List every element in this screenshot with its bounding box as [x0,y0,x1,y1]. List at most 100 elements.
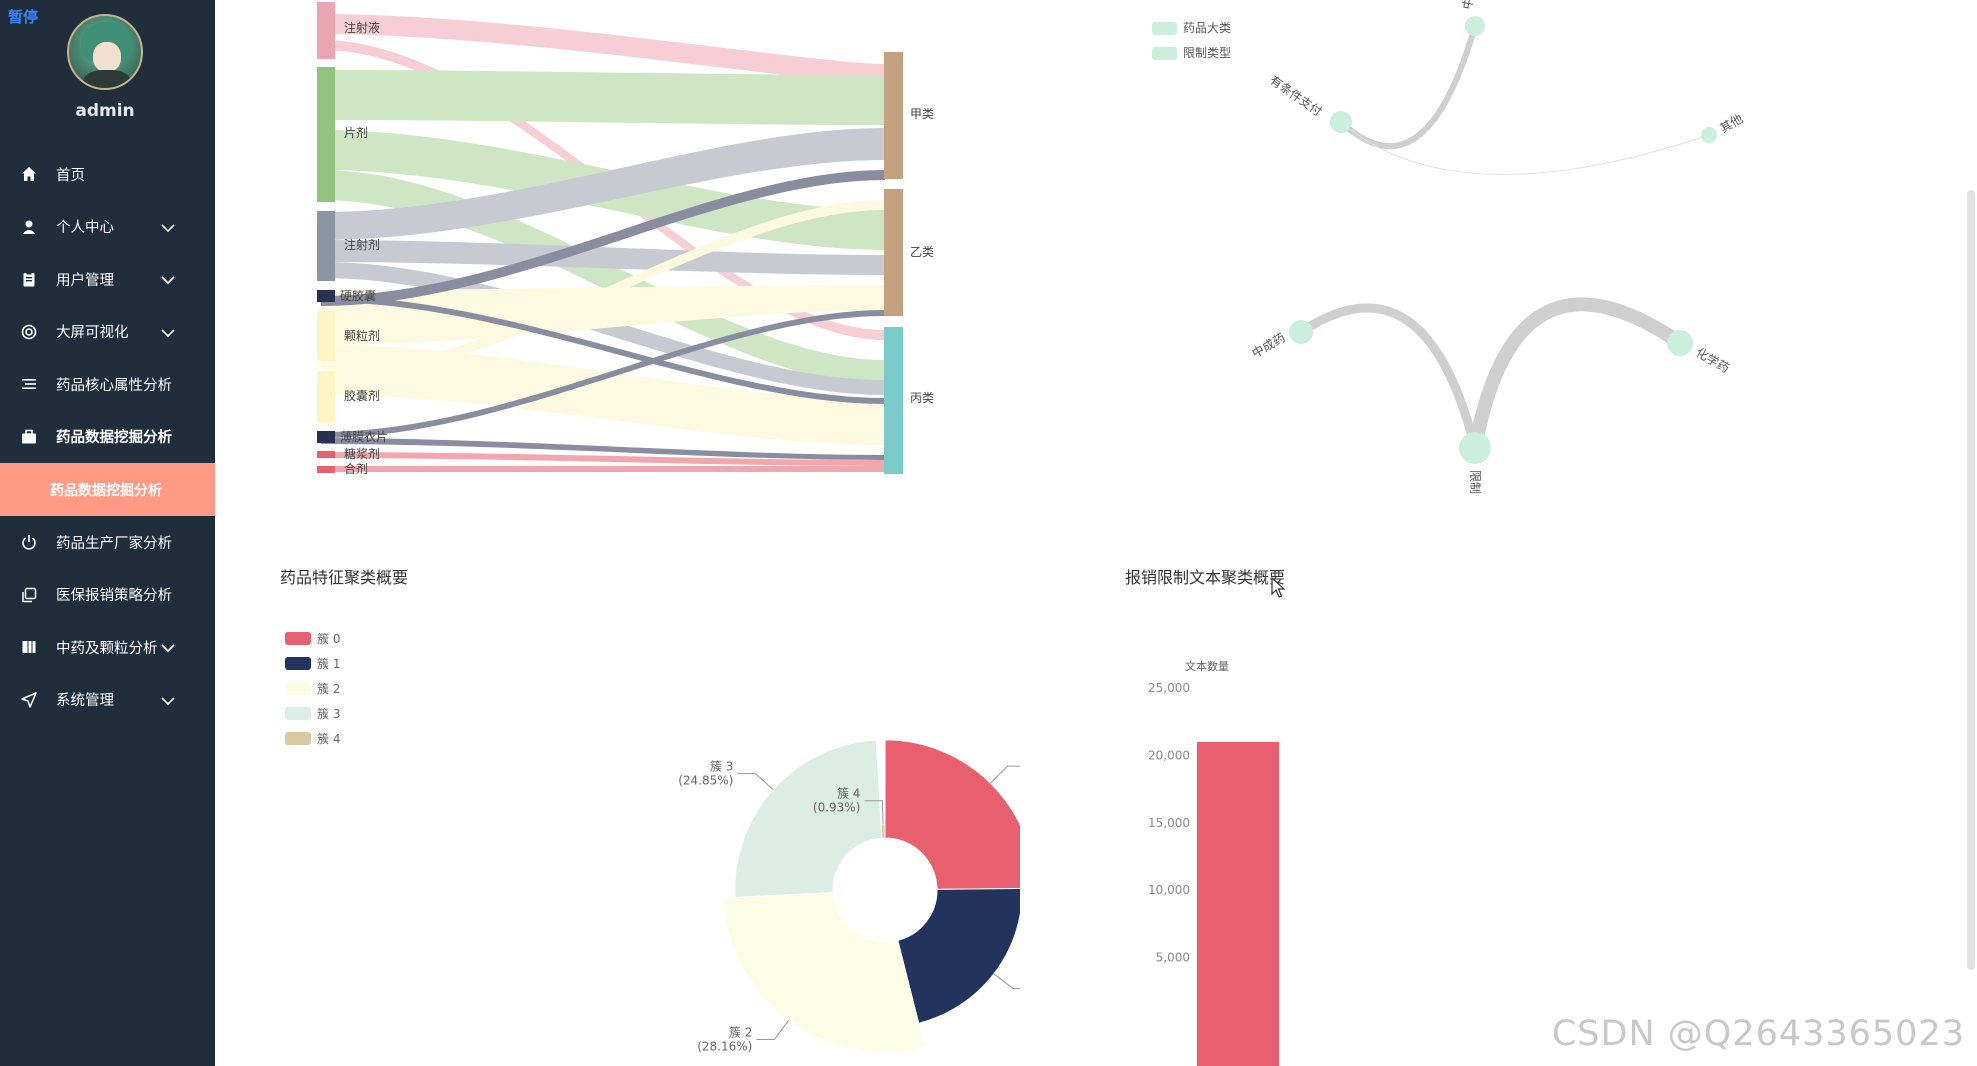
sankey-node-label: 合剂 [344,461,368,476]
sankey-link[interactable] [321,285,885,345]
sidebar-menu: 首页 个人中心 用户管理 大屏可视化 [0,148,215,726]
pie-legend-label: 簇 2 [317,681,340,696]
pie-legend-swatch[interactable] [285,732,311,745]
pie-slice-pct: (28.16%) [697,1040,752,1054]
pie-legend-label: 簇 1 [317,656,340,671]
graph-node-label: 中 [1459,0,1476,11]
sankey-link[interactable] [321,345,885,445]
pie-label-line [737,773,774,790]
sankey-link[interactable] [321,14,885,84]
sankey-node[interactable] [317,67,335,202]
bar-y-tick-label: 5,000 [1156,951,1190,965]
book-icon [20,638,38,656]
username: admin [75,101,135,121]
graph-edge[interactable] [1468,297,1684,450]
graph-node[interactable] [1330,111,1352,133]
graph-legend-swatch[interactable] [1152,22,1177,35]
sidebar-item-label: 中药及颗粒分析 [56,640,158,657]
sankey-node-label: 颗粒剂 [344,328,380,343]
submenu-item-data-mining[interactable]: 药品数据挖掘分析 [0,463,215,516]
sankey-node[interactable] [317,466,335,473]
sankey-node[interactable] [317,311,335,361]
sidebar-item-core-attr[interactable]: 药品核心属性分析 [0,358,215,411]
chevron-down-icon [161,694,175,710]
sankey-link[interactable] [321,466,885,472]
graph-node[interactable] [1667,330,1693,356]
graph-edge[interactable] [1338,25,1478,150]
graph-legend-swatch[interactable] [1152,47,1177,60]
submenu-item-label: 药品数据挖掘分析 [50,482,162,499]
sidebar-item-home[interactable]: 首页 [0,148,215,201]
sankey-node[interactable] [884,52,903,179]
sidebar-item-reimbursement[interactable]: 医保报销策略分析 [0,569,215,622]
pie-slice-pct: (0.93%) [813,801,860,815]
sankey-node[interactable] [317,2,335,59]
bar[interactable] [1197,741,1279,1066]
vertical-scrollbar[interactable] [1967,190,1975,970]
list-icon [20,375,38,393]
pie-slice[interactable] [880,824,886,839]
pie-legend-label: 簇 3 [317,706,340,721]
sidebar-item-bigscreen[interactable]: 大屏可视化 [0,306,215,359]
sankey-link[interactable] [321,240,885,275]
sankey-chart: 注射液 片剂 注射剂 硬胶囊 颗粒剂 胶囊剂 薄膜衣片 糖浆剂 合剂 甲类 乙类… [317,2,934,476]
pause-tag[interactable]: 暂停 [8,8,39,26]
pie-legend-swatch[interactable] [285,632,311,645]
graph-node[interactable] [1701,127,1717,143]
pie-slice[interactable] [884,739,1020,890]
avatar[interactable] [67,14,143,90]
graph-legend-label: 限制类型 [1183,46,1231,60]
sidebar-item-manufacturer[interactable]: 药品生产厂家分析 [0,516,215,569]
sankey-link[interactable] [321,296,885,404]
graph-node-label: 其他 [1718,111,1746,135]
pie-legend-swatch[interactable] [285,682,311,695]
sankey-link[interactable] [321,170,885,306]
graph-node[interactable] [1465,16,1485,36]
pie-slice[interactable] [897,887,1020,1024]
graph-node[interactable] [1289,320,1313,344]
sidebar-item-label: 药品生产厂家分析 [56,535,172,552]
pie-slice-label: 簇 3 [710,759,733,774]
bar-chart-title: 报销限制文本聚类概要 [1125,568,1286,587]
sankey-node[interactable] [317,290,335,302]
sankey-node-label: 糖浆剂 [344,446,380,461]
sankey-node[interactable] [317,431,335,443]
sankey-node[interactable] [317,451,335,458]
user-icon [20,218,38,236]
pie-slice-label: 簇 2 [729,1025,752,1040]
sidebar-item-tcm[interactable]: 中药及颗粒分析 [0,621,215,674]
sidebar-item-personal[interactable]: 个人中心 [0,201,215,254]
pie-label-line [756,1019,790,1041]
sankey-node[interactable] [317,211,335,281]
bar-y-tick-label: 20,000 [1148,748,1190,762]
sidebar-item-system[interactable]: 系统管理 [0,674,215,727]
graph-edge[interactable] [1340,121,1710,175]
graph-edge[interactable] [1298,303,1480,450]
sankey-node[interactable] [317,371,335,423]
sidebar-item-label: 首页 [56,167,85,184]
avatar-body [83,70,131,88]
sidebar-item-data-mining[interactable]: 药品数据挖掘分析 [0,411,215,464]
sankey-node-label: 片剂 [344,125,368,140]
pie-legend-swatch[interactable] [285,657,311,670]
pie-legend-label: 簇 0 [317,631,340,646]
graph-node[interactable] [1459,432,1491,464]
sankey-node[interactable] [884,327,903,474]
send-icon [20,691,38,709]
sankey-link[interactable] [321,200,885,380]
sankey-link[interactable] [321,128,885,240]
sidebar-item-label: 用户管理 [56,272,114,289]
pie-legend-swatch[interactable] [285,707,311,720]
relation-graph: 药品大类 限制类型 中 有条件支付 其他 中成药 化学药 限制 [1152,0,1746,494]
sidebar-item-label: 医保报销策略分析 [56,588,172,605]
pie-slice[interactable] [734,739,883,898]
sankey-link[interactable] [321,70,885,125]
sankey-link[interactable] [321,262,885,395]
sankey-link[interactable] [321,310,885,438]
sankey-link[interactable] [321,438,885,460]
sidebar-item-users[interactable]: 用户管理 [0,253,215,306]
pie-slice[interactable] [722,892,926,1053]
chevron-down-icon [161,221,175,237]
sankey-link[interactable] [321,452,885,466]
sankey-node[interactable] [884,189,903,316]
